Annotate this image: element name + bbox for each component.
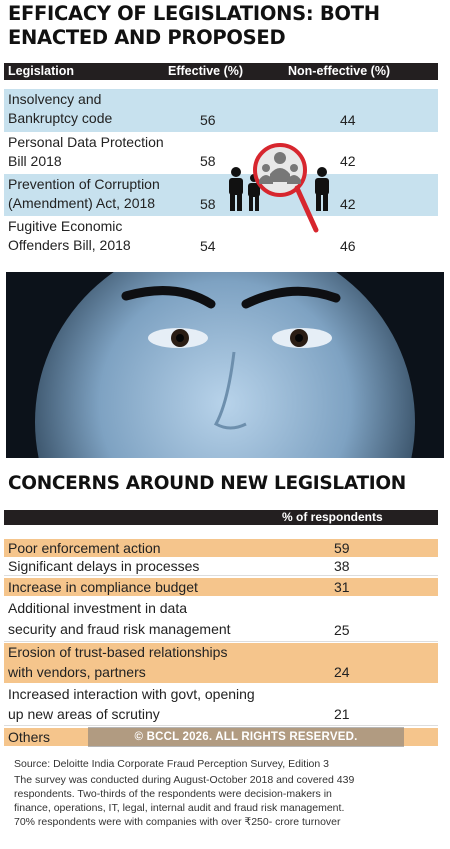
concern-label: Poor enforcement action [8, 540, 161, 556]
concern-label-line1: Erosion of trust-based relationships [8, 644, 228, 660]
effective-value: 56 [200, 112, 216, 128]
legislation-name: Personal Data Protection Bill 2018 [8, 133, 188, 171]
masked-face-image [6, 272, 444, 458]
concern-row: Increased interaction with govt, opening… [4, 685, 438, 726]
legislation-title-line1: EFFICACY OF LEGISLATIONS: BOTH [8, 2, 380, 25]
face-illustration [6, 272, 444, 458]
concern-row: Significant delays in processes 38 [4, 557, 438, 576]
concern-label: Increased interaction with govt, opening… [8, 685, 308, 723]
legislation-name-line2: (Amendment) Act, 2018 [8, 195, 156, 211]
header-effective: Effective (%) [168, 64, 244, 78]
header-respondents: % of respondents [282, 510, 383, 524]
person-icon [229, 167, 243, 211]
footnote-line: finance, operations, IT, legal, internal… [14, 802, 345, 814]
concern-value: 59 [334, 540, 350, 556]
legislation-name-line2: Bankruptcy code [8, 110, 113, 126]
header-non-effective: Non-effective (%) [288, 64, 391, 78]
concern-value: 24 [334, 664, 350, 680]
non-effective-value: 46 [340, 238, 356, 254]
effective-value: 58 [200, 196, 216, 212]
concern-value: 38 [334, 558, 350, 574]
effective-value: 58 [200, 153, 216, 169]
concern-label-line2: up new areas of scrutiny [8, 706, 160, 722]
legislation-row: Fugitive Economic Offenders Bill, 2018 5… [4, 216, 438, 258]
legislation-name: Prevention of Corruption (Amendment) Act… [8, 175, 188, 213]
concern-value: 21 [334, 706, 350, 722]
concern-label-line1: Increased interaction with govt, opening [8, 686, 255, 702]
footnote-line: respondents. Two-thirds of the responden… [14, 788, 332, 800]
concerns-table-header: % of respondents [4, 510, 438, 525]
non-effective-value: 44 [340, 112, 356, 128]
legislation-name: Fugitive Economic Offenders Bill, 2018 [8, 217, 188, 255]
footnote-line: 70% respondents were with companies with… [14, 816, 341, 828]
concern-row: Erosion of trust-based relationships wit… [4, 643, 438, 683]
legislation-name-line1: Insolvency and [8, 91, 102, 107]
magnifier-people-graphic [229, 143, 329, 233]
magnifier-people-icon [224, 140, 336, 236]
legislation-name-line1: Prevention of Corruption [8, 176, 160, 192]
legislation-name: Insolvency and Bankruptcy code [8, 90, 188, 128]
concern-row: Additional investment in data security a… [4, 599, 438, 642]
non-effective-value: 42 [340, 196, 356, 212]
legislation-title: EFFICACY OF LEGISLATIONS: BOTH ENACTED A… [8, 2, 448, 50]
concern-row: Increase in compliance budget 31 [4, 578, 438, 596]
header-legislation: Legislation [8, 64, 74, 78]
legislation-row: Insolvency and Bankruptcy code 56 44 [4, 89, 438, 132]
concern-label: Increase in compliance budget [8, 579, 198, 595]
concern-row: Poor enforcement action 59 [4, 539, 438, 557]
concern-label: Significant delays in processes [8, 558, 200, 574]
concern-value: 25 [334, 622, 350, 638]
legislation-name-line2: Offenders Bill, 2018 [8, 237, 131, 253]
source-note: Source: Deloitte India Corporate Fraud P… [14, 758, 329, 770]
effective-value: 54 [200, 238, 216, 254]
concern-label: Erosion of trust-based relationships wit… [8, 643, 308, 681]
legislation-row: Prevention of Corruption (Amendment) Act… [4, 174, 438, 216]
concern-label: Additional investment in data security a… [8, 599, 308, 638]
legislation-name-line2: Bill 2018 [8, 153, 62, 169]
concerns-title: CONCERNS AROUND NEW LEGISLATION [8, 473, 406, 494]
non-effective-value: 42 [340, 153, 356, 169]
legislation-row: Personal Data Protection Bill 2018 58 42 [4, 132, 438, 174]
concern-label-line2: security and fraud risk management [8, 621, 231, 637]
legislation-name-line1: Personal Data Protection [8, 134, 164, 150]
footnote-line: The survey was conducted during August-O… [14, 774, 355, 786]
legislation-name-line1: Fugitive Economic [8, 218, 123, 234]
concern-value: 31 [334, 579, 350, 595]
legislation-table-header: Legislation Effective (%) Non-effective … [4, 63, 438, 80]
copyright-watermark: © BCCL 2026. ALL RIGHTS RESERVED. [88, 727, 404, 747]
legislation-title-line2: ENACTED AND PROPOSED [8, 26, 286, 49]
concern-label-line2: with vendors, partners [8, 664, 146, 680]
concern-label-line1: Additional investment in data [8, 600, 187, 616]
person-icon [315, 167, 329, 211]
concern-label: Others [8, 729, 51, 745]
